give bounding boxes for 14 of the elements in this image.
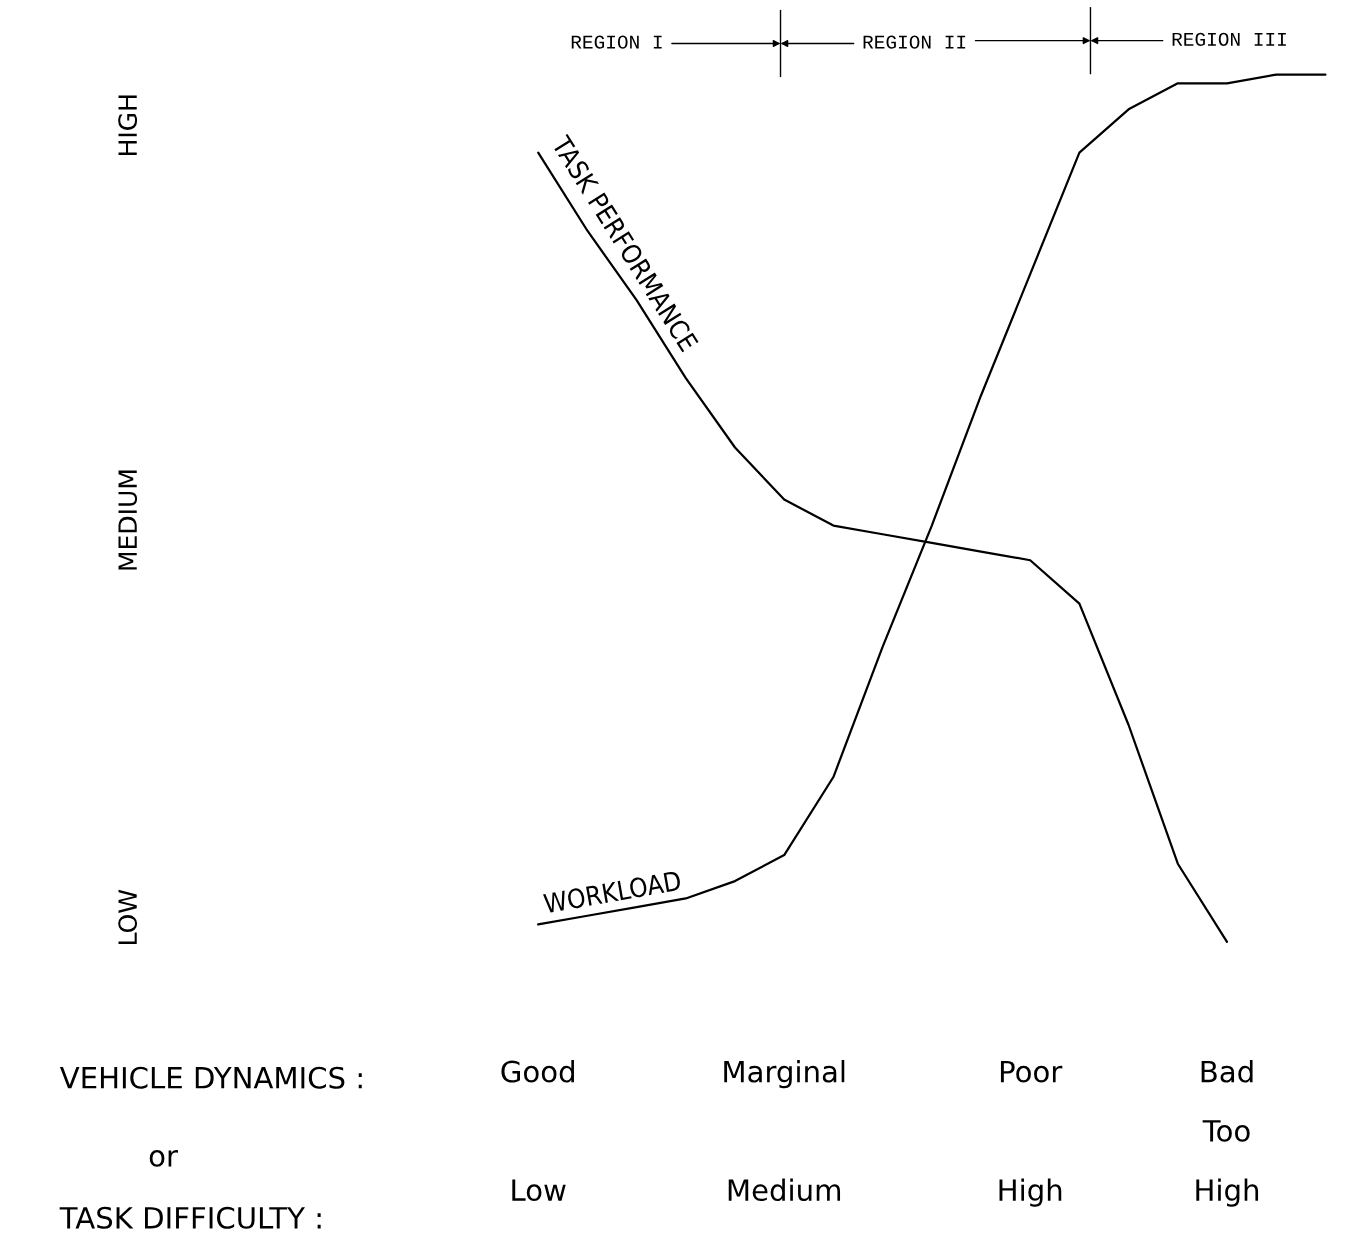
category-label: Good Low (501, 1060, 574, 1202)
text: or (149, 1150, 178, 1167)
annotation: LOW (118, 889, 138, 944)
category-label: Bad Too High (1196, 1060, 1259, 1207)
text: WORKLOAD (542, 870, 682, 914)
x-axis-title: VEHICLE DYNAMICS : (59, 1066, 362, 1089)
text: REGION II (863, 35, 966, 49)
annotation: HIGH (118, 95, 138, 155)
category-label: Marginal Medium (724, 1060, 845, 1202)
text: REGION III (1172, 32, 1286, 46)
category-label: Poor High (999, 1060, 1063, 1207)
text: TASK DIFFICULTY : (59, 1206, 321, 1229)
annotation: MEDIUM (118, 470, 138, 570)
text: REGION I (571, 35, 662, 49)
